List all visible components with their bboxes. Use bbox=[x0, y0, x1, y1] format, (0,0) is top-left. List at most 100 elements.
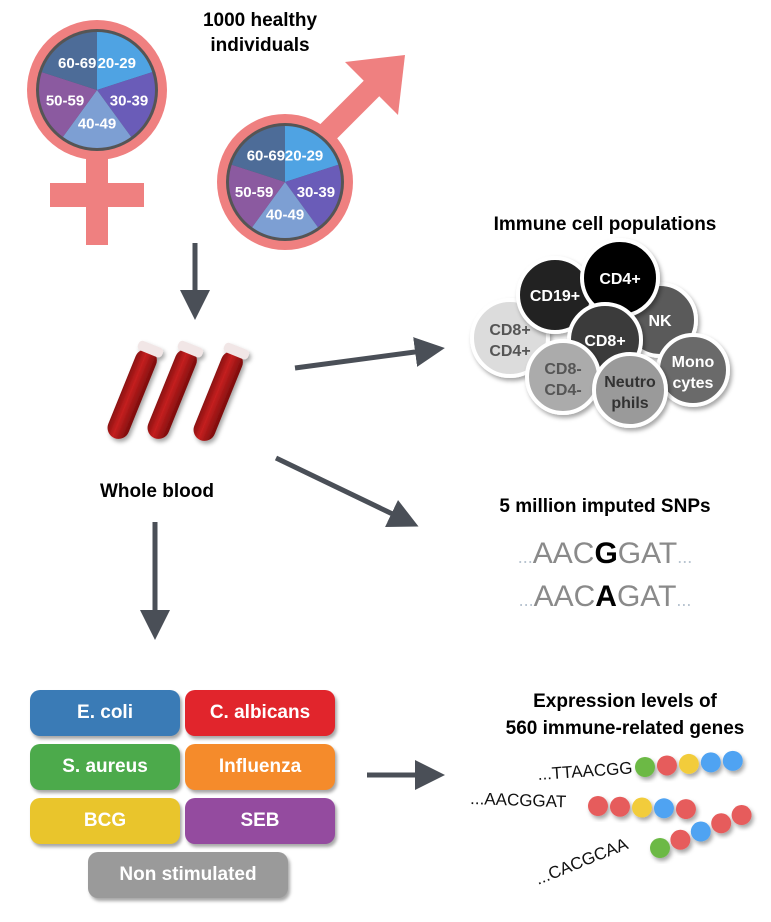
snp-part: ... bbox=[518, 547, 533, 567]
stimulus-s-aureus: S. aureus bbox=[30, 744, 180, 790]
age-label: 30-39 bbox=[110, 92, 148, 109]
stimulus-label: BCG bbox=[83, 810, 127, 831]
cell-circle bbox=[592, 352, 668, 428]
expression-title-line1: Expression levels of bbox=[533, 691, 717, 712]
age-pie-female: 20-29 30-39 40-49 50-59 60-69 bbox=[36, 29, 158, 151]
snp-variant: A bbox=[595, 580, 617, 613]
age-slice bbox=[285, 126, 339, 182]
age-label: 60-69 bbox=[247, 148, 285, 165]
gene-sequence: ...TTAACGG bbox=[537, 758, 633, 784]
immune-cells-title: Immune cell populations bbox=[494, 214, 717, 235]
stimulus-bcg: BCG bbox=[30, 798, 180, 844]
age-label: 20-29 bbox=[285, 148, 323, 165]
age-slice bbox=[97, 32, 153, 90]
age-slice bbox=[252, 182, 318, 239]
age-label: 40-49 bbox=[266, 206, 304, 223]
gene-expression-rows: ...TTAACGG ...AACGGAT ...CACGCAA bbox=[470, 750, 752, 889]
stimulus-label: Influenza bbox=[218, 756, 302, 777]
expression-bead bbox=[711, 813, 732, 834]
whole-blood-label: Whole blood bbox=[100, 481, 214, 502]
snp-part: AAC bbox=[534, 580, 596, 613]
gene-row: ...TTAACGG bbox=[537, 750, 743, 784]
arrow-to-snps bbox=[274, 455, 419, 528]
cell-label-line2: CD4- bbox=[544, 382, 581, 399]
expression-bead bbox=[678, 753, 699, 774]
cell-label-line1: Mono bbox=[672, 354, 715, 371]
stimulus-label: S. aureus bbox=[62, 756, 148, 777]
snp-row: ...AACGGAT... bbox=[518, 537, 693, 570]
expression-bead bbox=[700, 752, 721, 773]
cell-label-line1: NK bbox=[648, 313, 672, 330]
cell-label-line1: CD8+ bbox=[489, 322, 530, 339]
cell-label-line1: CD19+ bbox=[530, 288, 580, 305]
age-slice bbox=[39, 72, 97, 137]
gene-row: ...AACGGAT bbox=[470, 789, 696, 820]
stimulus-e-coli: E. coli bbox=[30, 690, 180, 736]
stimulus-seb: SEB bbox=[185, 798, 335, 844]
stimulus-label: Non stimulated bbox=[119, 864, 257, 885]
cell-label-line1: CD8+ bbox=[584, 333, 625, 350]
expression-bead bbox=[650, 838, 670, 858]
stimulus-label: C. albicans bbox=[209, 702, 311, 723]
age-label: 20-29 bbox=[98, 55, 136, 72]
cell-label-line1: CD4+ bbox=[599, 271, 640, 288]
age-pie-male: 20-29 30-39 40-49 50-59 60-69 bbox=[226, 123, 344, 241]
expression-bead bbox=[690, 821, 711, 842]
age-label: 40-49 bbox=[78, 116, 116, 133]
expression-bead bbox=[670, 829, 691, 850]
immune-cell: Mono cytes bbox=[656, 333, 730, 407]
stimulus-influenza: Influenza bbox=[185, 744, 335, 790]
expression-bead bbox=[635, 757, 655, 777]
age-label: 50-59 bbox=[46, 92, 84, 109]
age-slice bbox=[62, 90, 132, 148]
age-slice bbox=[285, 164, 341, 228]
male-symbol-icon: 20-29 30-39 40-49 50-59 60-69 bbox=[217, 55, 405, 250]
expression-bead bbox=[722, 750, 743, 771]
expression-bead bbox=[588, 796, 608, 816]
immune-cell: CD8- CD4- bbox=[525, 339, 601, 415]
gene-row: ...CACGCAA bbox=[532, 805, 752, 889]
cell-label-line1: Neutro bbox=[604, 374, 656, 391]
age-slice bbox=[97, 72, 156, 137]
snp-sequences: ...AACGGAT......AACAGAT... bbox=[518, 537, 693, 613]
gene-sequence: ...AACGGAT bbox=[470, 789, 567, 811]
expression-bead bbox=[656, 755, 677, 776]
cohort-title-line2: individuals bbox=[210, 35, 309, 56]
cell-label-line2: phils bbox=[611, 395, 648, 412]
cell-label-line2: cytes bbox=[673, 375, 714, 392]
snp-part: ... bbox=[677, 547, 692, 567]
expression-bead bbox=[675, 799, 696, 820]
stimulus-c-albicans: C. albicans bbox=[185, 690, 335, 736]
snp-part: AAC bbox=[533, 537, 595, 570]
expression-bead bbox=[609, 796, 630, 817]
age-slice bbox=[229, 164, 285, 228]
snp-part: GAT bbox=[618, 537, 677, 570]
snp-part: ... bbox=[519, 590, 534, 610]
blood-tubes-icon bbox=[107, 340, 250, 441]
expression-bead bbox=[731, 805, 752, 826]
stimulus-label: E. coli bbox=[77, 702, 133, 723]
expression-title-line2: 560 immune-related genes bbox=[506, 718, 745, 739]
snp-variant: G bbox=[594, 537, 617, 570]
expression-bead bbox=[631, 797, 652, 818]
female-symbol-icon: 20-29 30-39 40-49 50-59 60-69 bbox=[27, 20, 167, 245]
age-label: 30-39 bbox=[297, 184, 335, 201]
cell-label-line2: CD4+ bbox=[489, 343, 530, 360]
immune-cell: Neutro phils bbox=[592, 352, 668, 428]
stimulus-label: SEB bbox=[240, 810, 280, 831]
age-slice bbox=[41, 32, 97, 90]
cohort-title-line1: 1000 healthy bbox=[203, 10, 317, 31]
age-label: 50-59 bbox=[235, 184, 273, 201]
snp-row: ...AACAGAT... bbox=[519, 580, 692, 613]
gene-sequence: ...CACGCAA bbox=[532, 834, 631, 889]
arrow-to-cells bbox=[294, 337, 445, 371]
cell-label-line1: CD8- bbox=[544, 361, 581, 378]
stimulus-non-stimulated: Non stimulated bbox=[88, 852, 288, 898]
snp-part: ... bbox=[676, 590, 691, 610]
snp-part: GAT bbox=[617, 580, 676, 613]
age-label: 60-69 bbox=[58, 55, 96, 72]
age-slice bbox=[231, 126, 285, 182]
immune-cell-cluster: CD8+CD4+CD19+NKCD4+CD8+CD8-CD4-Monocytes… bbox=[470, 238, 730, 428]
